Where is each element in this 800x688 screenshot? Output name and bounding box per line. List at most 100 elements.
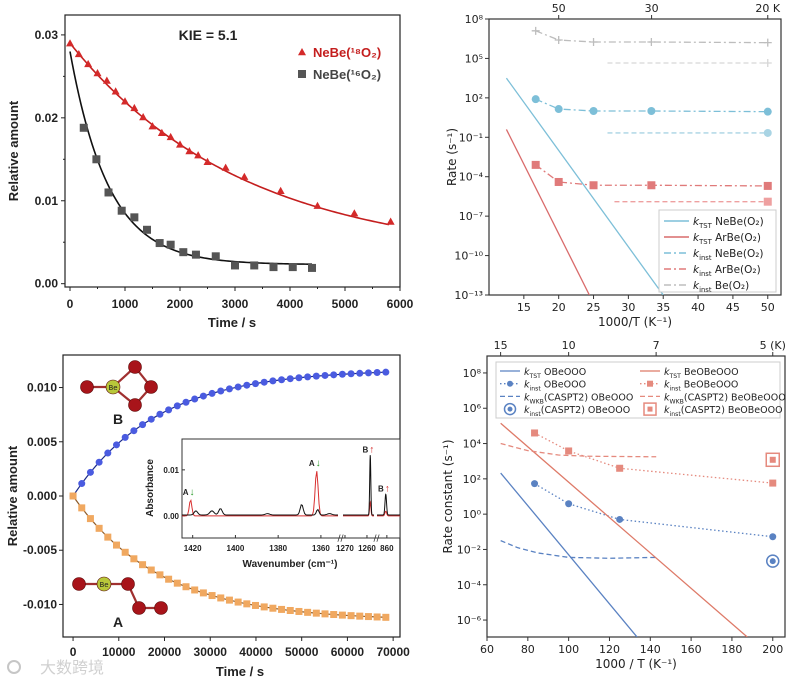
- square-marker: [647, 181, 656, 190]
- series-line: [505, 77, 664, 295]
- molecule-a: [72, 576, 168, 615]
- square-marker: [155, 239, 164, 248]
- legend-label: kinst(CASPT2) BeOBeOOO: [664, 405, 783, 418]
- y-tick-label: 10²: [463, 473, 481, 486]
- series-label: (CASPT2) BeOBeOOO: [681, 405, 783, 416]
- square-marker: [121, 548, 129, 556]
- peak-arrow: ↑: [385, 483, 390, 494]
- legend-label: kWKB(CASPT2) BeOBeOOO: [664, 392, 786, 405]
- k-subscript: inst: [699, 286, 712, 294]
- k-symbol: k: [693, 264, 700, 276]
- series-line: [535, 30, 768, 44]
- square-marker: [231, 261, 240, 270]
- k-subscript: TST: [698, 222, 712, 230]
- triangle-marker: [194, 151, 203, 159]
- circle-marker: [78, 480, 86, 488]
- top-tick-label: 7: [653, 339, 660, 352]
- y-axis-label: Relative amount: [5, 445, 20, 546]
- k-subscript: inst: [670, 386, 682, 393]
- circle-marker: [286, 375, 294, 383]
- square-marker: [211, 252, 220, 261]
- series-layer: [505, 30, 768, 295]
- legend-label: kTST ArBe(O₂): [693, 232, 761, 246]
- ring-marker: [503, 402, 517, 416]
- oxygen-atom: [132, 601, 146, 615]
- spectrum-red: [377, 510, 400, 517]
- x-tick-label: 60: [480, 643, 494, 656]
- k-subscript: TST: [698, 238, 712, 246]
- triangle-marker: [176, 140, 185, 148]
- x-tick-label: 140: [640, 643, 661, 656]
- ring-marker: [766, 554, 780, 568]
- circle-marker: [330, 371, 338, 379]
- square-marker: [554, 177, 563, 186]
- triangle-marker: [102, 76, 111, 84]
- y-tick-label: -0.005: [23, 543, 57, 557]
- y-tick-label: 10⁻¹: [459, 131, 483, 144]
- y-tick-label: 10⁻⁶: [457, 614, 482, 627]
- square-marker: [356, 612, 364, 620]
- y-tick-label: 10⁻¹³: [454, 289, 483, 302]
- plus-marker: [531, 26, 540, 35]
- square-marker: [217, 594, 225, 602]
- square-marker: [250, 261, 259, 270]
- triangle-marker: [386, 217, 395, 225]
- circle-marker: [554, 105, 563, 114]
- triangle-marker: [276, 186, 285, 195]
- legend-label: kinst Be(O₂): [693, 280, 749, 294]
- oxygen-atom: [121, 577, 135, 591]
- circle-marker: [269, 377, 277, 385]
- k-symbol: k: [664, 392, 670, 403]
- circle-marker: [182, 398, 190, 406]
- oxygen-atom: [154, 601, 168, 615]
- spectrum-black: [343, 455, 374, 516]
- square-marker: [286, 606, 294, 614]
- x-tick-label: 200: [762, 643, 783, 656]
- k-symbol: k: [693, 248, 700, 260]
- k-subscript: TST: [529, 373, 542, 380]
- square-marker: [69, 492, 77, 500]
- circle-marker: [225, 385, 233, 393]
- inset-x-tick-label: 860: [380, 544, 394, 553]
- y-tick-label: 10⁻⁷: [459, 210, 483, 223]
- square-marker: [531, 429, 539, 437]
- box-marker: [765, 452, 781, 468]
- circle-marker: [199, 392, 207, 400]
- x-tick-label: 5000: [332, 297, 359, 311]
- plot-frame: [64, 14, 401, 288]
- ring-dot-marker: [769, 558, 776, 565]
- circle-marker: [165, 406, 173, 414]
- circle-marker: [763, 107, 772, 116]
- series-label: NeBe(O₂): [712, 248, 764, 260]
- square-marker: [312, 609, 320, 617]
- y-tick-label: 0.005: [27, 435, 57, 449]
- k-symbol: k: [524, 380, 530, 391]
- circle-marker: [208, 389, 216, 397]
- circle-marker: [95, 458, 103, 466]
- square-marker: [166, 240, 175, 249]
- molecule-label: B: [113, 411, 123, 427]
- inset-x-tick-label: 1360: [312, 544, 330, 553]
- square-marker: [763, 181, 772, 190]
- square-marker: [182, 583, 190, 591]
- square-marker: [565, 447, 573, 455]
- triangle-marker: [221, 163, 230, 171]
- top-tick-label: 5 (K): [760, 339, 786, 352]
- plus-marker: [589, 38, 598, 46]
- y-tick-label: 10²: [465, 92, 483, 105]
- square-marker: [199, 589, 207, 597]
- circle-marker: [312, 372, 320, 380]
- square-marker: [321, 610, 329, 618]
- square-marker: [173, 579, 181, 587]
- square-marker: [147, 566, 155, 574]
- spectrum-black: [377, 493, 400, 516]
- inset-y-tick-label: 0.01: [163, 466, 179, 475]
- square-marker: [191, 586, 199, 594]
- y-tick-label: 10⁶: [463, 402, 482, 415]
- oxygen-atom: [128, 360, 142, 374]
- oxygen-atom: [80, 380, 94, 394]
- square-marker: [243, 600, 251, 608]
- inset-y-axis-label: Absorbance: [145, 459, 156, 517]
- series-label: BeOBeOOO: [681, 380, 739, 391]
